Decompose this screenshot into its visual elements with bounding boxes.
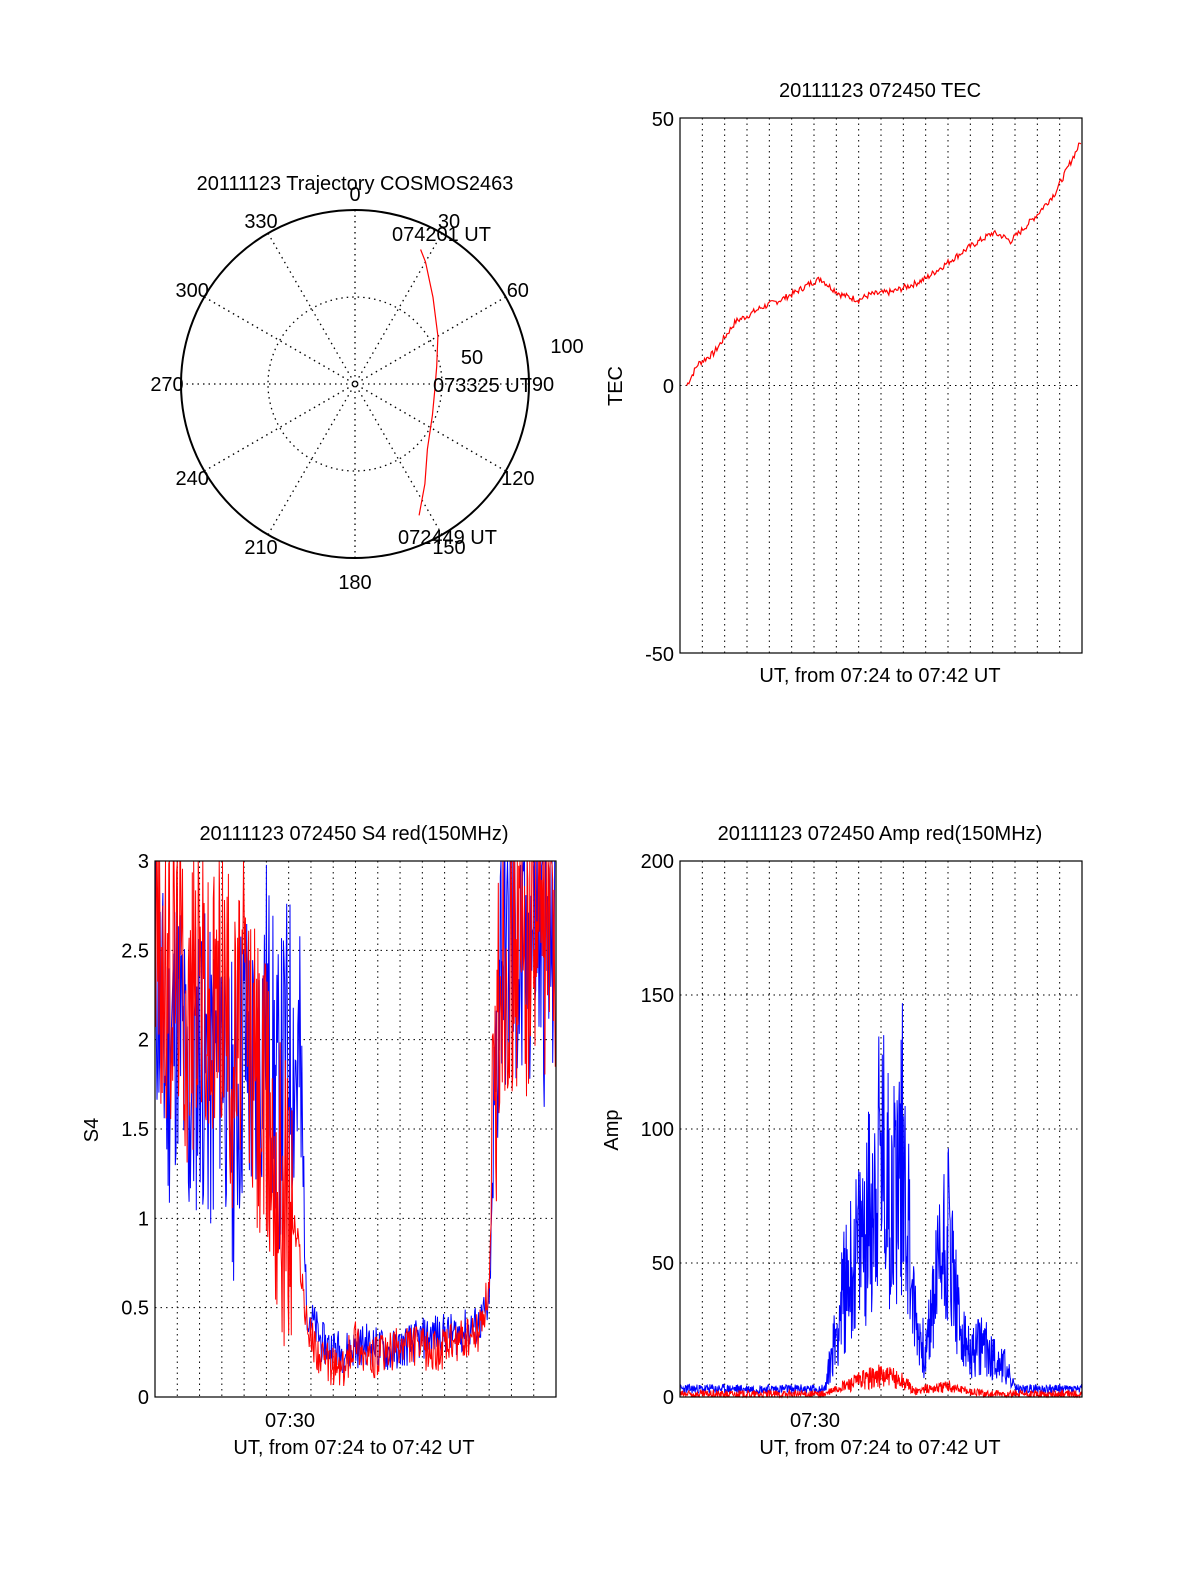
polar-angle-label: 150 <box>432 537 465 559</box>
s4-ytick: 0 <box>138 1387 149 1409</box>
amp-ylabel: Amp <box>601 1109 623 1150</box>
polar-radius-label-50: 50 <box>461 347 483 369</box>
trajectory-mid-time: 073325 UT <box>433 375 532 397</box>
polar-title: 20111123 Trajectory COSMOS2463 <box>197 173 514 195</box>
polar-trajectory-panel: 20111123 Trajectory COSMOS2463 0 30 60 90 12… <box>150 173 583 594</box>
polar-angle-label: 60 <box>507 280 529 302</box>
tec-panel: 20111123 072450 TEC 50 0 -50 TEC UT, fro… <box>605 80 1083 687</box>
s4-red-line <box>154 860 556 1387</box>
polar-grid <box>180 209 530 559</box>
polar-angle-label: 30 <box>438 211 460 233</box>
polar-angle-labels: 0 30 60 90 120 150 180 210 240 270 300 330 <box>150 184 554 594</box>
tec-ytick-minus-50: -50 <box>645 644 674 666</box>
s4-series <box>154 860 556 1387</box>
polar-angle-label: 330 <box>244 211 277 233</box>
amp-yticks: 200 150 100 50 0 <box>641 851 674 1409</box>
amp-ytick: 100 <box>641 1119 674 1141</box>
tec-plot-frame <box>679 117 1083 654</box>
amp-title: 20111123 072450 Amp red(150MHz) <box>718 823 1043 845</box>
amp-grid <box>680 861 1082 1397</box>
s4-ylabel: S4 <box>81 1118 103 1142</box>
tec-ylabel: TEC <box>605 366 627 406</box>
polar-angle-label: 300 <box>175 280 208 302</box>
polar-radius-label-100: 100 <box>550 336 583 358</box>
s4-panel: 20111123 072450 S4 red(150MHz) 3 2.5 2 1.5 1… <box>81 823 557 1459</box>
tec-xlabel: UT, from 07:24 to 07:42 UT <box>759 665 1000 687</box>
s4-plot-frame <box>154 860 557 1398</box>
trajectory-start-time: 072449 UT <box>398 527 497 549</box>
s4-ytick: 0.5 <box>121 1298 149 1320</box>
s4-yticks: 3 2.5 2 1.5 1 0.5 0 <box>121 851 149 1409</box>
amp-series <box>679 1003 1083 1399</box>
polar-angle-label: 210 <box>244 537 277 559</box>
amp-plot-frame <box>679 860 1083 1398</box>
s4-ytick: 2.5 <box>121 940 149 962</box>
amp-panel: 20111123 072450 Amp red(150MHz) 200 150 10… <box>601 823 1083 1459</box>
amp-ytick: 200 <box>641 851 674 873</box>
amp-ytick: 50 <box>652 1253 674 1275</box>
polar-angle-label: 120 <box>501 468 534 490</box>
polar-spoke <box>267 232 443 536</box>
polar-angle-label: 240 <box>175 468 208 490</box>
s4-ytick: 1 <box>138 1208 149 1230</box>
tec-grid <box>680 118 1082 653</box>
amp-red-line <box>679 1364 1083 1399</box>
amp-xlabel: UT, from 07:24 to 07:42 UT <box>759 1437 1000 1459</box>
tec-red-line <box>686 142 1082 386</box>
s4-xtick-0730: 07:30 <box>265 1410 315 1432</box>
tec-ytick-0: 0 <box>663 376 674 398</box>
polar-inner-ring <box>267 296 443 472</box>
s4-ytick: 3 <box>138 851 149 873</box>
s4-title: 20111123 072450 S4 red(150MHz) <box>199 823 508 845</box>
trajectory-line <box>418 249 439 516</box>
polar-angle-label: 0 <box>349 184 360 206</box>
polar-angle-label: 90 <box>532 374 554 396</box>
amp-blue-line <box>679 1003 1083 1396</box>
amp-ytick: 0 <box>663 1387 674 1409</box>
s4-ytick: 2 <box>138 1030 149 1052</box>
polar-spoke <box>267 232 443 536</box>
polar-angle-label: 270 <box>150 374 183 396</box>
tec-ytick-50: 50 <box>652 109 674 131</box>
amp-ytick: 150 <box>641 985 674 1007</box>
tec-title: 20111123 072450 TEC <box>779 80 981 102</box>
polar-angle-label: 180 <box>338 572 371 594</box>
amp-xtick-0730: 07:30 <box>790 1410 840 1432</box>
s4-xlabel: UT, from 07:24 to 07:42 UT <box>233 1437 474 1459</box>
s4-ytick: 1.5 <box>121 1119 149 1141</box>
trajectory-end-time: 074201 UT <box>392 224 491 246</box>
